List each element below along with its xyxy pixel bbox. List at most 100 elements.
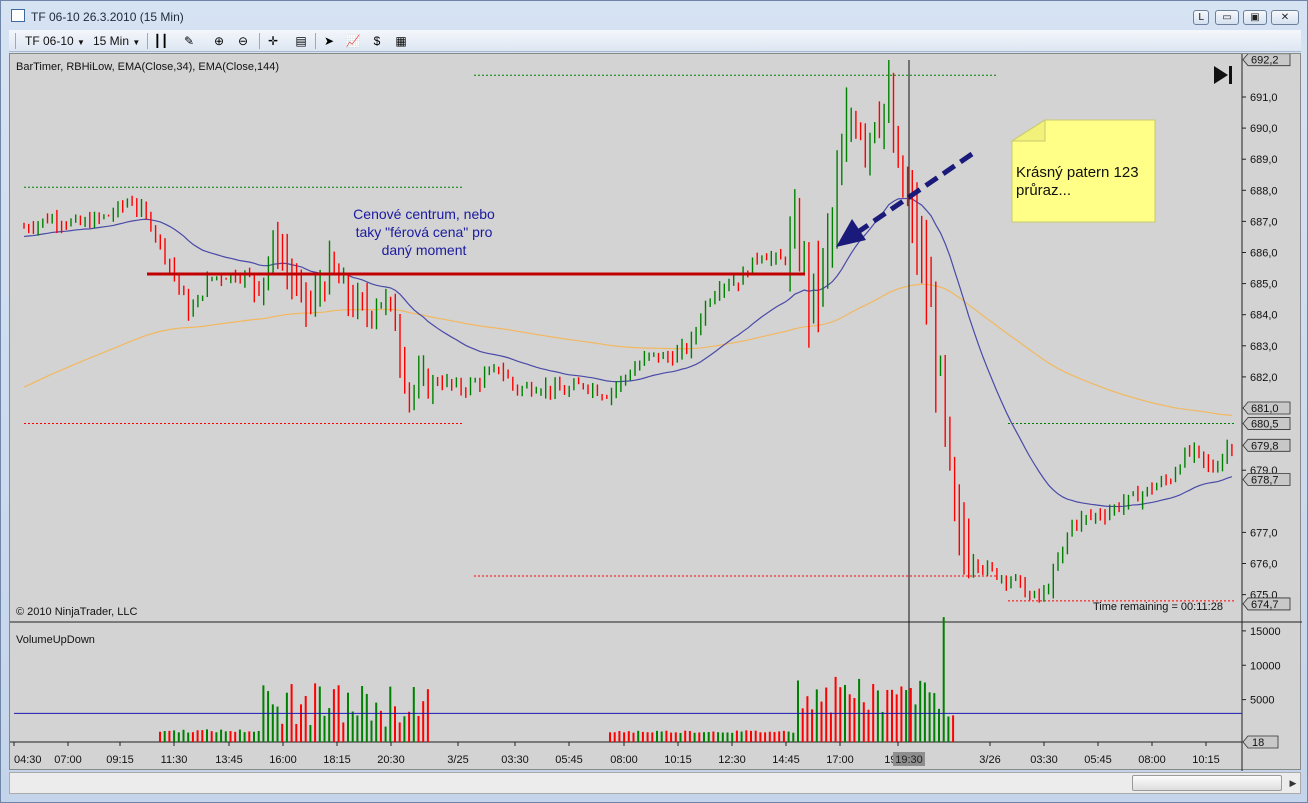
cursor-time-label: 19:30 [895, 754, 923, 766]
price-tag-label: 678,7 [1251, 475, 1279, 487]
volume-bars [159, 617, 955, 742]
chart-toolbar: TF 06-10 ▼ 15 Min ▼ ┃┃ ✎ ⊕ ⊖ ✛ ▤ ➤ 📈 $ ▦ [9, 30, 1301, 52]
time-remaining-label: Time remaining = 00:11:28 [1093, 601, 1223, 613]
price-tag-label: 692,2 [1251, 55, 1279, 67]
volume-tick-label: 10000 [1250, 660, 1281, 672]
time-tick-label: 08:00 [610, 754, 638, 766]
rb-hilo-lines [24, 74, 1236, 602]
chart-scrollbar[interactable]: ▶ [9, 772, 1301, 794]
chart-area[interactable]: Krásný patern 123 průraz... Cenové centr… [9, 53, 1302, 771]
zoom-in-icon[interactable]: ⊕ [213, 34, 225, 48]
interval-selector[interactable]: 15 Min ▼ [93, 33, 140, 49]
volume-label: VolumeUpDown [16, 634, 95, 646]
time-tick-label: 05:45 [555, 754, 583, 766]
annotation-line-3: daný moment [382, 242, 467, 258]
zoom-out-icon[interactable]: ⊖ [237, 34, 249, 48]
arrow-head-icon [836, 219, 866, 247]
price-tag-label: 680,5 [1251, 419, 1279, 431]
toolbar-separator [15, 33, 16, 49]
time-tick-label: 12:30 [718, 754, 746, 766]
ema-144-path [23, 283, 1232, 417]
price-tick-label: 685,0 [1250, 279, 1278, 291]
indicators-icon[interactable]: 📈 [345, 34, 361, 48]
price-tick-label: 682,0 [1250, 372, 1278, 384]
chevron-down-icon: ▼ [132, 38, 141, 47]
time-tick-label: 09:15 [106, 754, 134, 766]
chart-app-icon [11, 9, 25, 22]
time-tick-label: 3/26 [979, 754, 1000, 766]
time-tick-label: 20:30 [377, 754, 405, 766]
price-tick-label: 686,0 [1250, 248, 1278, 260]
time-tick-label: 04:30 [14, 754, 42, 766]
time-tick-label: 16:00 [269, 754, 297, 766]
title-bar: TF 06-10 26.3.2010 (15 Min) L ▭ ▣ ✕ [1, 1, 1307, 29]
price-tick-label: 690,0 [1250, 123, 1278, 135]
copyright-label: © 2010 NinjaTrader, LLC [16, 606, 137, 618]
toolbar-separator [259, 33, 260, 49]
time-tick-label: 10:15 [664, 754, 692, 766]
price-tick-label: 677,0 [1250, 527, 1278, 539]
time-axis: 04:30 07:00 09:15 11:30 13:45 16:00 18:15 20:30… [13, 742, 1220, 766]
properties-icon[interactable]: ▤ [295, 34, 307, 48]
toolbar-separator [147, 33, 148, 49]
cursor-time-box [893, 752, 925, 766]
price-tag [1242, 438, 1291, 452]
minimize-button[interactable]: ▭ [1215, 10, 1239, 25]
price-tag [1242, 473, 1291, 486]
scrollbar-thumb[interactable] [1132, 775, 1282, 791]
price-tag [1242, 53, 1291, 67]
price-tag [1242, 597, 1291, 611]
chevron-down-icon: ▼ [77, 38, 85, 47]
instrument-label: TF 06-10 [25, 34, 74, 48]
time-tick-label: 3/25 [447, 754, 468, 766]
indicators-label: BarTimer, RBHiLow, EMA(Close,34), EMA(Cl… [16, 61, 279, 73]
time-tick-label: 03:30 [501, 754, 529, 766]
time-tick-label: 07:00 [54, 754, 82, 766]
price-tag-label: 674,7 [1251, 599, 1279, 611]
currency-icon[interactable]: $ [373, 34, 381, 48]
time-tick-label: 13:45 [215, 754, 243, 766]
note-line-2: průraz... [1016, 182, 1071, 199]
price-tick-label: 689,0 [1250, 154, 1278, 166]
strategy-icon[interactable]: ➤ [323, 34, 335, 48]
price-tag-label: 679,8 [1251, 440, 1279, 452]
price-tag-label: 681,0 [1251, 403, 1279, 415]
time-tick-label: 17:00 [826, 754, 854, 766]
note-line-1: Krásný patern 123 [1016, 164, 1139, 181]
time-tick-label: 11:30 [161, 754, 188, 766]
volume-last-tag-label: 18 [1252, 737, 1264, 749]
chart-canvas[interactable]: Krásný patern 123 průraz... Cenové centr… [10, 53, 1302, 771]
dashed-arrow-line [856, 151, 974, 235]
volume-tick-label: 15000 [1250, 626, 1281, 638]
time-tick-label: 03:30 [1030, 754, 1058, 766]
time-tick-label: 18:15 [323, 754, 351, 766]
price-tick-label: 687,0 [1250, 216, 1278, 228]
ema-144-line [23, 283, 1232, 417]
scroll-to-end-icon[interactable] [1214, 66, 1228, 84]
price-tick-label: 691,0 [1250, 92, 1278, 104]
price-tick-label: 683,0 [1250, 341, 1278, 353]
price-tick-label: 688,0 [1250, 185, 1278, 197]
annotation-line-1: Cenové centrum, nebo [353, 206, 495, 222]
scroll-right-arrow-icon[interactable]: ▶ [1289, 778, 1297, 788]
instrument-selector[interactable]: TF 06-10 ▼ [25, 33, 85, 49]
price-tag [1242, 401, 1291, 415]
scroll-to-end-bar [1229, 66, 1232, 84]
data-box-icon[interactable]: ▦ [395, 34, 407, 48]
note-fold-icon [1010, 119, 1046, 142]
close-button[interactable]: ✕ [1271, 10, 1299, 25]
link-button[interactable]: L [1193, 10, 1209, 25]
bar-style-icon[interactable]: ┃┃ [153, 34, 169, 48]
maximize-button[interactable]: ▣ [1243, 10, 1267, 25]
ema-34-path [23, 197, 1233, 508]
price-bars [23, 60, 1233, 603]
volume-axis: 15000 10000 5000 18 [14, 626, 1281, 749]
price-tag [1242, 417, 1291, 430]
time-tick-label: 05:45 [1084, 754, 1112, 766]
ema-34-line [23, 197, 1233, 508]
time-tick-label: 10:15 [1192, 754, 1220, 766]
crosshair-icon[interactable]: ✛ [267, 34, 279, 48]
price-tick-label: 676,0 [1250, 559, 1278, 571]
drawing-tool-icon[interactable]: ✎ [183, 34, 195, 48]
